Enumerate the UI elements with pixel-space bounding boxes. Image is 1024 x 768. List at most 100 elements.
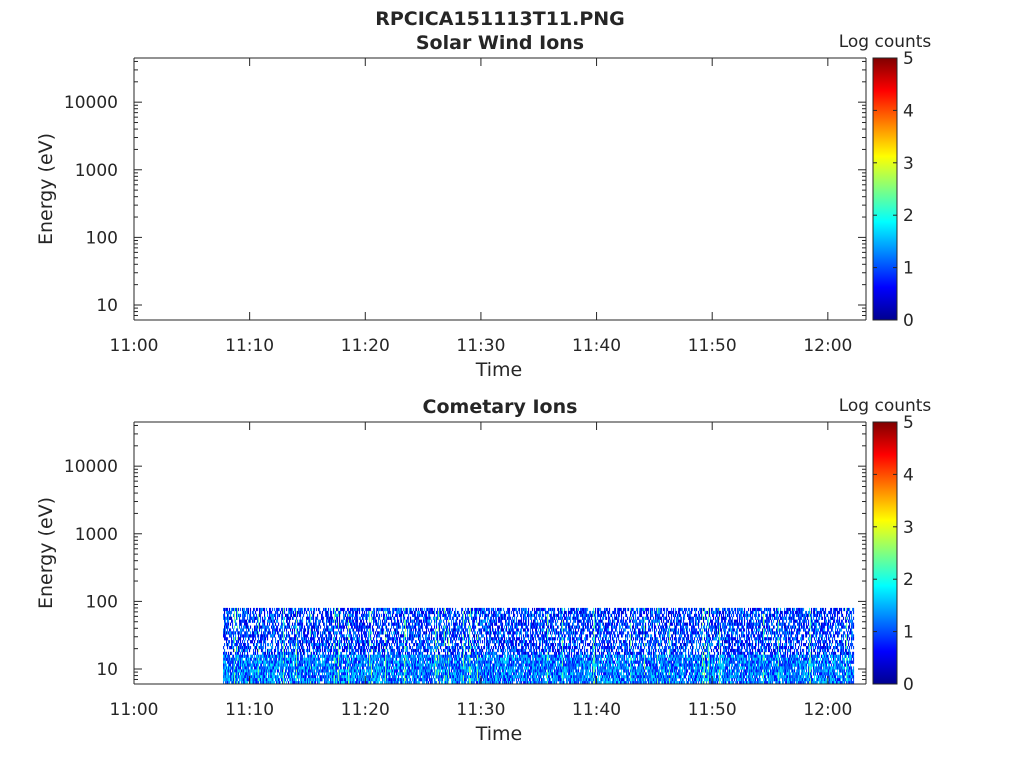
heatmap-cell: [403, 678, 405, 682]
heatmap-cell: [287, 657, 289, 661]
heatmap-cell: [294, 663, 296, 667]
heatmap-cell: [394, 660, 396, 664]
heatmap-cell: [398, 607, 400, 612]
heatmap-cell: [296, 651, 298, 656]
heatmap-cell: [373, 678, 375, 682]
heatmap-cell: [343, 607, 345, 612]
heatmap-cell: [313, 634, 315, 638]
heatmap-cell: [297, 628, 299, 632]
heatmap-cell: [404, 622, 406, 626]
heatmap-cell: [357, 681, 359, 684]
heatmap-cell: [311, 637, 313, 641]
heatmap-cell: [326, 613, 328, 618]
heatmap-cell: [283, 648, 285, 653]
heatmap-cell: [294, 660, 296, 664]
heatmap-cell: [337, 660, 339, 664]
heatmap-cell: [443, 648, 445, 653]
heatmap-cell: [339, 625, 341, 629]
heatmap-cell: [253, 672, 255, 676]
heatmap-cell: [440, 607, 442, 612]
heatmap-cell: [425, 613, 427, 618]
heatmap-cell: [250, 672, 252, 676]
heatmap-cell: [407, 648, 409, 653]
heatmap-cell: [277, 607, 279, 612]
heatmap-cell: [419, 681, 421, 684]
heatmap-cell: [383, 654, 385, 658]
heatmap-cell: [260, 663, 262, 667]
heatmap-cell: [367, 666, 369, 670]
heatmap-cell: [463, 637, 465, 641]
heatmap-cell: [375, 648, 377, 653]
heatmap-cell: [376, 657, 378, 661]
heatmap-cell: [359, 666, 361, 670]
heatmap-cell: [360, 672, 362, 676]
heatmap-cell: [318, 678, 320, 682]
heatmap-cell: [250, 678, 252, 682]
heatmap-cell: [455, 675, 457, 679]
heatmap-cell: [431, 634, 433, 638]
heatmap-cell: [440, 610, 442, 615]
heatmap-cell: [350, 610, 352, 615]
heatmap-cell: [295, 607, 297, 612]
heatmap-cell: [254, 631, 256, 635]
heatmap-cell: [465, 625, 467, 629]
heatmap-cell: [462, 663, 464, 667]
heatmap-cell: [240, 628, 242, 632]
heatmap-cell: [248, 666, 250, 670]
heatmap-cell: [468, 634, 470, 638]
heatmap-cell: [261, 607, 263, 612]
heatmap-cell: [402, 657, 404, 661]
heatmap-cell: [332, 643, 334, 647]
heatmap-cell: [376, 613, 378, 618]
heatmap-cell: [295, 646, 297, 650]
heatmap-cell: [414, 613, 416, 618]
heatmap-cell: [348, 625, 350, 629]
heatmap-cell: [387, 678, 389, 682]
heatmap-cell: [355, 619, 357, 623]
heatmap-cell: [341, 675, 343, 679]
heatmap-cell: [385, 678, 387, 682]
heatmap-cell: [375, 616, 377, 620]
heatmap-cell: [256, 631, 258, 635]
heatmap-cell: [372, 678, 374, 682]
heatmap-cell: [274, 613, 276, 618]
heatmap-cell: [258, 637, 260, 641]
heatmap-cell: [259, 678, 261, 682]
heatmap-cell: [414, 616, 416, 620]
heatmap-cell: [396, 643, 398, 647]
heatmap-cell: [339, 640, 341, 644]
heatmap-cell: [405, 640, 407, 644]
heatmap-cell: [240, 654, 242, 658]
heatmap-cell: [324, 666, 326, 670]
heatmap-cell: [440, 678, 442, 682]
heatmap-cell: [324, 678, 326, 682]
heatmap-cell: [325, 651, 327, 656]
heatmap-cell: [415, 640, 417, 644]
heatmap-cell: [238, 637, 240, 641]
heatmap-cell: [409, 672, 411, 676]
heatmap-cell: [320, 634, 322, 638]
heatmap-cell: [369, 613, 371, 618]
heatmap-cell: [373, 613, 375, 618]
heatmap-cell: [281, 613, 283, 618]
heatmap-cell: [365, 657, 367, 661]
heatmap-cell: [327, 619, 329, 623]
heatmap-cell: [377, 660, 379, 664]
heatmap-cell: [338, 625, 340, 629]
heatmap-cell: [227, 675, 229, 679]
heatmap-cell: [357, 628, 359, 632]
heatmap-cell: [465, 648, 467, 653]
heatmap-cell: [331, 660, 333, 664]
heatmap-cell: [428, 637, 430, 641]
heatmap-cell: [389, 631, 391, 635]
heatmap-cell: [355, 666, 357, 670]
heatmap-cell: [248, 657, 250, 661]
heatmap-cell: [282, 678, 284, 682]
heatmap-cell: [441, 654, 443, 658]
heatmap-cell: [261, 625, 263, 629]
heatmap-cell: [416, 628, 418, 632]
heatmap-cell: [447, 678, 449, 682]
heatmap-cell: [394, 634, 396, 638]
heatmap-cell: [239, 613, 241, 618]
